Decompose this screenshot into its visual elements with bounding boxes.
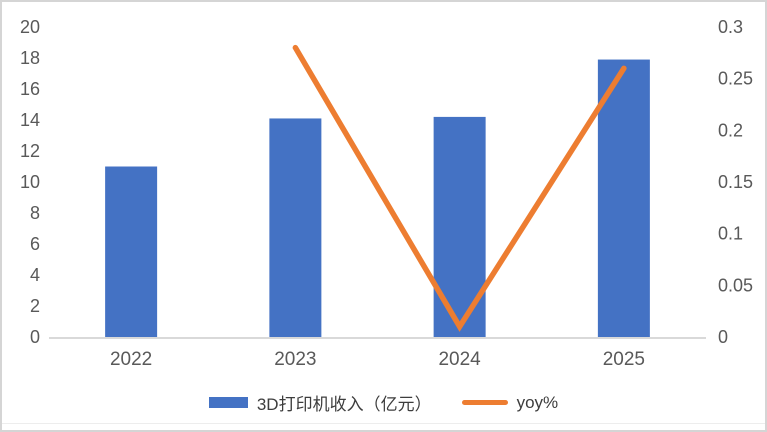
x-axis-label-2022: 2022 [110, 349, 152, 370]
left-axis-tick: 12 [20, 141, 40, 161]
yoy-line [292, 44, 627, 332]
bar-2022 [105, 166, 158, 337]
right-axis-tick: 0.25 [718, 69, 753, 89]
left-axis-tick: 16 [20, 79, 40, 99]
right-axis-tick: 0.15 [718, 172, 753, 192]
legend-item-revenue: 3D打印机收入（亿元） [208, 390, 432, 415]
bar-2023 [269, 118, 322, 337]
x-axis-label-2025: 2025 [603, 349, 645, 370]
legend-line-swatch [461, 400, 508, 405]
left-axis-tick: 20 [20, 17, 40, 37]
bar-2025 [597, 59, 650, 338]
bar-2024 [433, 116, 486, 338]
right-axis-tick: 0.3 [718, 17, 743, 37]
left-axis-tick: 6 [30, 234, 40, 254]
x-axis-label-2023: 2023 [274, 349, 316, 370]
legend-item-yoy: yoy% [461, 392, 559, 413]
right-axis-tick: 0 [718, 327, 728, 347]
left-axis-tick: 2 [30, 296, 40, 316]
left-axis-tick: 10 [20, 172, 40, 192]
legend-bar-label: 3D打印机收入（亿元） [256, 395, 432, 414]
left-axis-tick: 4 [30, 265, 40, 285]
legend-bar-swatch [208, 397, 248, 408]
legend: 3D打印机收入（亿元） yoy% [2, 390, 765, 415]
right-axis-tick: 0.2 [718, 120, 743, 140]
bottom-divider [2, 423, 765, 424]
left-axis-tick: 18 [20, 48, 40, 68]
left-axis-tick: 0 [30, 327, 40, 347]
legend-line-label: yoy% [516, 392, 559, 412]
x-axis-label-2024: 2024 [438, 349, 481, 370]
left-axis-tick: 8 [30, 203, 40, 223]
right-axis-tick: 0.05 [718, 275, 753, 295]
right-axis-tick: 0.1 [718, 224, 743, 244]
left-axis-tick: 14 [20, 110, 40, 130]
